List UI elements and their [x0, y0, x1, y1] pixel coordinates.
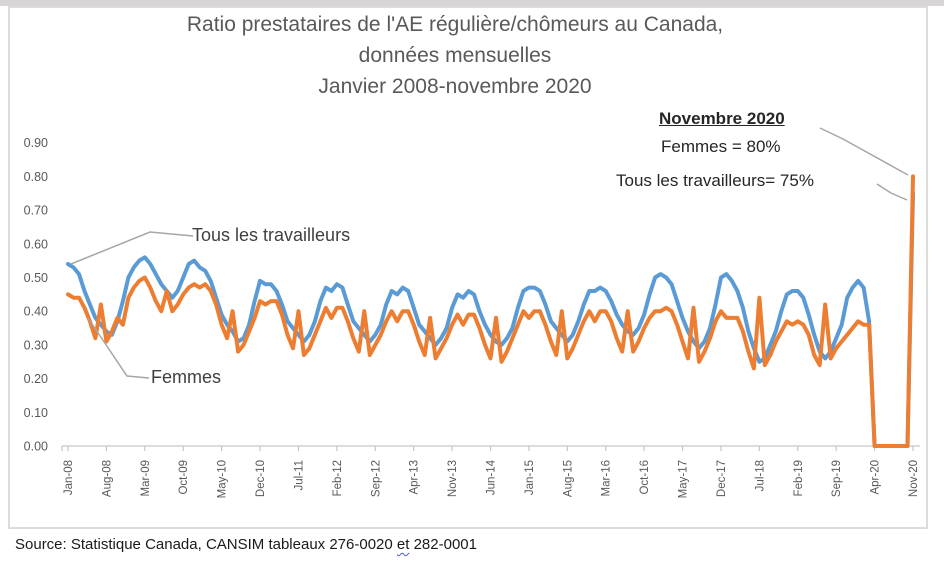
chart-title: Ratio prestataires de l'AE régulière/chô…: [8, 9, 902, 102]
chart-title-line-3: Janvier 2008-novembre 2020: [318, 75, 592, 98]
callout-heading: Novembre 2020: [659, 109, 785, 128]
callout-women-value: Femmes = 80%: [661, 137, 781, 156]
series-label-women: Femmes: [151, 367, 222, 387]
chart-title-line-2: données mensuelles: [358, 44, 552, 67]
source-text-prefix: Source: Statistique Canada, CANSIM table…: [15, 536, 397, 553]
source-note: Source: Statistique Canada, CANSIM table…: [15, 536, 477, 553]
callout-all-workers-value: Tous les travailleurs= 75%: [616, 171, 814, 190]
source-spellcheck-word: et: [396, 536, 410, 553]
window-top-edge: [0, 0, 944, 6]
chart-title-line-1: Ratio prestataires de l'AE régulière/chô…: [186, 13, 724, 36]
series-label-all-workers: Tous les travailleurs: [192, 225, 351, 245]
source-text-suffix: 282-0001: [409, 536, 477, 553]
